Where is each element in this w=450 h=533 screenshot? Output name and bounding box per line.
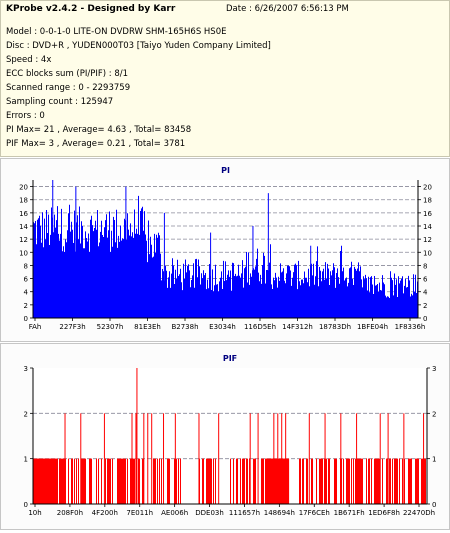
- info-line-sampling: Sampling count : 125947: [6, 97, 114, 107]
- pi-y-tick-label-right: 10: [423, 249, 432, 257]
- pif-x-tick-label: 4F200h: [92, 509, 118, 517]
- pif-y-tick-label: 2: [24, 410, 28, 418]
- pif-x-tick-label: 1B671Fh: [334, 509, 365, 517]
- info-line-model: Model : 0-0-1-0 LITE-ON DVDRW SHM-165H6S…: [6, 27, 227, 37]
- scan-date: Date : 6/26/2007 6:56:13 PM: [226, 4, 349, 14]
- pif-x-tick-label: 111657h: [229, 509, 260, 517]
- pi-y-tick-label-right: 18: [423, 197, 432, 205]
- pif-chart: PIF 0 0 1 1 2 2 3 3 10h 208F0h 4F200h 7E011h AE006h DD…: [24, 354, 437, 517]
- pif-y-tick-label-right: 2: [432, 410, 436, 418]
- pi-x-tick-label: 18783Dh: [319, 323, 351, 331]
- pi-x-tick-label: 116D5Eh: [244, 323, 276, 331]
- pi-y-tick-label-right: 2: [423, 302, 427, 310]
- pif-dense-band: [33, 458, 57, 504]
- pi-y-tick-label: 20: [19, 184, 28, 192]
- pi-y-tick-label: 14: [19, 223, 28, 231]
- pi-y-tick-label-right: 14: [423, 223, 432, 231]
- pi-y-tick-label-right: 0: [423, 315, 427, 323]
- pi-y-tick-label-right: 4: [423, 289, 428, 297]
- pif-chart-title: PIF: [223, 354, 237, 363]
- pi-y-tick-label: 6: [24, 276, 29, 284]
- info-line-speed: Speed : 4x: [6, 55, 52, 65]
- pif-x-tick-label: 10h: [28, 509, 41, 517]
- pi-x-tick-label: 1F8336h: [395, 323, 426, 331]
- pif-y-tick-label-right: 1: [432, 456, 436, 464]
- pi-y-tick-label: 16: [19, 210, 28, 218]
- info-line-disc: Disc : DVD+R , YUDEN000T03 [Taiyo Yuden …: [6, 41, 271, 51]
- pif-y-tick-label: 1: [24, 456, 28, 464]
- pi-y-tick-label-right: 20: [423, 184, 432, 192]
- pi-x-tick-label: 81E3Eh: [134, 323, 161, 331]
- app-title: KProbe v2.4.2 - Designed by Karr: [6, 4, 176, 14]
- pif-x-tick-label: 17F6CEh: [299, 509, 330, 517]
- pif-x-tick-label: AE006h: [161, 509, 188, 517]
- pi-x-tick-label: E3034h: [209, 323, 236, 331]
- info-line-pif-stats: PIF Max= 3 , Average= 0.21 , Total= 3781: [6, 139, 186, 149]
- pi-y-tick-label-right: 16: [423, 210, 432, 218]
- pi-x-tick-label: FAh: [29, 323, 42, 331]
- pi-y-tick-label: 4: [24, 289, 29, 297]
- pi-y-tick-label: 18: [19, 197, 28, 205]
- pi-chart-title: PI: [221, 166, 230, 175]
- info-line-pi-stats: PI Max= 21 , Average= 4.63 , Total= 8345…: [6, 125, 192, 135]
- pi-y-tick-label: 8: [24, 262, 28, 270]
- pi-y-tick-label: 12: [19, 236, 28, 244]
- pif-x-tick-label: 22470Dh: [403, 509, 435, 517]
- pif-y-tick-label: 3: [24, 365, 28, 373]
- pif-chart-panel: PIF 0 0 1 1 2 2 3 3 10h 208F0h 4F200h 7E011h AE006h DD…: [0, 343, 450, 530]
- pif-x-tick-label: 1ED6F8h: [368, 509, 400, 517]
- pif-y-tick-label: 0: [24, 501, 28, 509]
- pi-y-tick-label: 10: [19, 249, 28, 257]
- pi-chart: PI 0 0 2 2 4 4 6 6 8 8 10 10 12 12 14 14 16 16 18 18 20 20 FAh 2…: [19, 166, 432, 331]
- info-line-range: Scanned range : 0 - 2293759: [6, 83, 131, 93]
- pif-x-tick-label: 208F0h: [57, 509, 83, 517]
- pif-dense-band: [265, 458, 290, 504]
- pi-x-tick-label: B2738h: [171, 323, 198, 331]
- pi-x-tick-label: 1BFE04h: [357, 323, 388, 331]
- pif-y-tick-label-right: 0: [432, 501, 436, 509]
- pi-y-tick-label: 0: [24, 315, 28, 323]
- pi-x-tick-label: 14F312h: [282, 323, 313, 331]
- pif-x-tick-label: 7E011h: [126, 509, 153, 517]
- pi-chart-panel: PI 0 0 2 2 4 4 6 6 8 8 10 10 12 12 14 14 16 16 18 18 20 20 FAh 2…: [0, 158, 450, 342]
- pi-y-tick-label-right: 12: [423, 236, 432, 244]
- info-line-errors: Errors : 0: [6, 111, 45, 121]
- pi-x-tick-label: 227F3h: [59, 323, 85, 331]
- pi-y-tick-label: 2: [24, 302, 28, 310]
- info-panel: KProbe v2.4.2 - Designed by Karr Date : …: [0, 0, 450, 157]
- pi-y-tick-label-right: 6: [423, 276, 428, 284]
- pi-x-tick-label: 52307h: [97, 323, 124, 331]
- pif-x-tick-label: 148694h: [264, 509, 295, 517]
- pi-y-tick-label-right: 8: [423, 262, 427, 270]
- info-line-ecc: ECC blocks sum (PI/PIF) : 8/1: [6, 69, 129, 79]
- pif-y-tick-label-right: 3: [432, 365, 436, 373]
- pif-x-tick-label: DDE03h: [195, 509, 224, 517]
